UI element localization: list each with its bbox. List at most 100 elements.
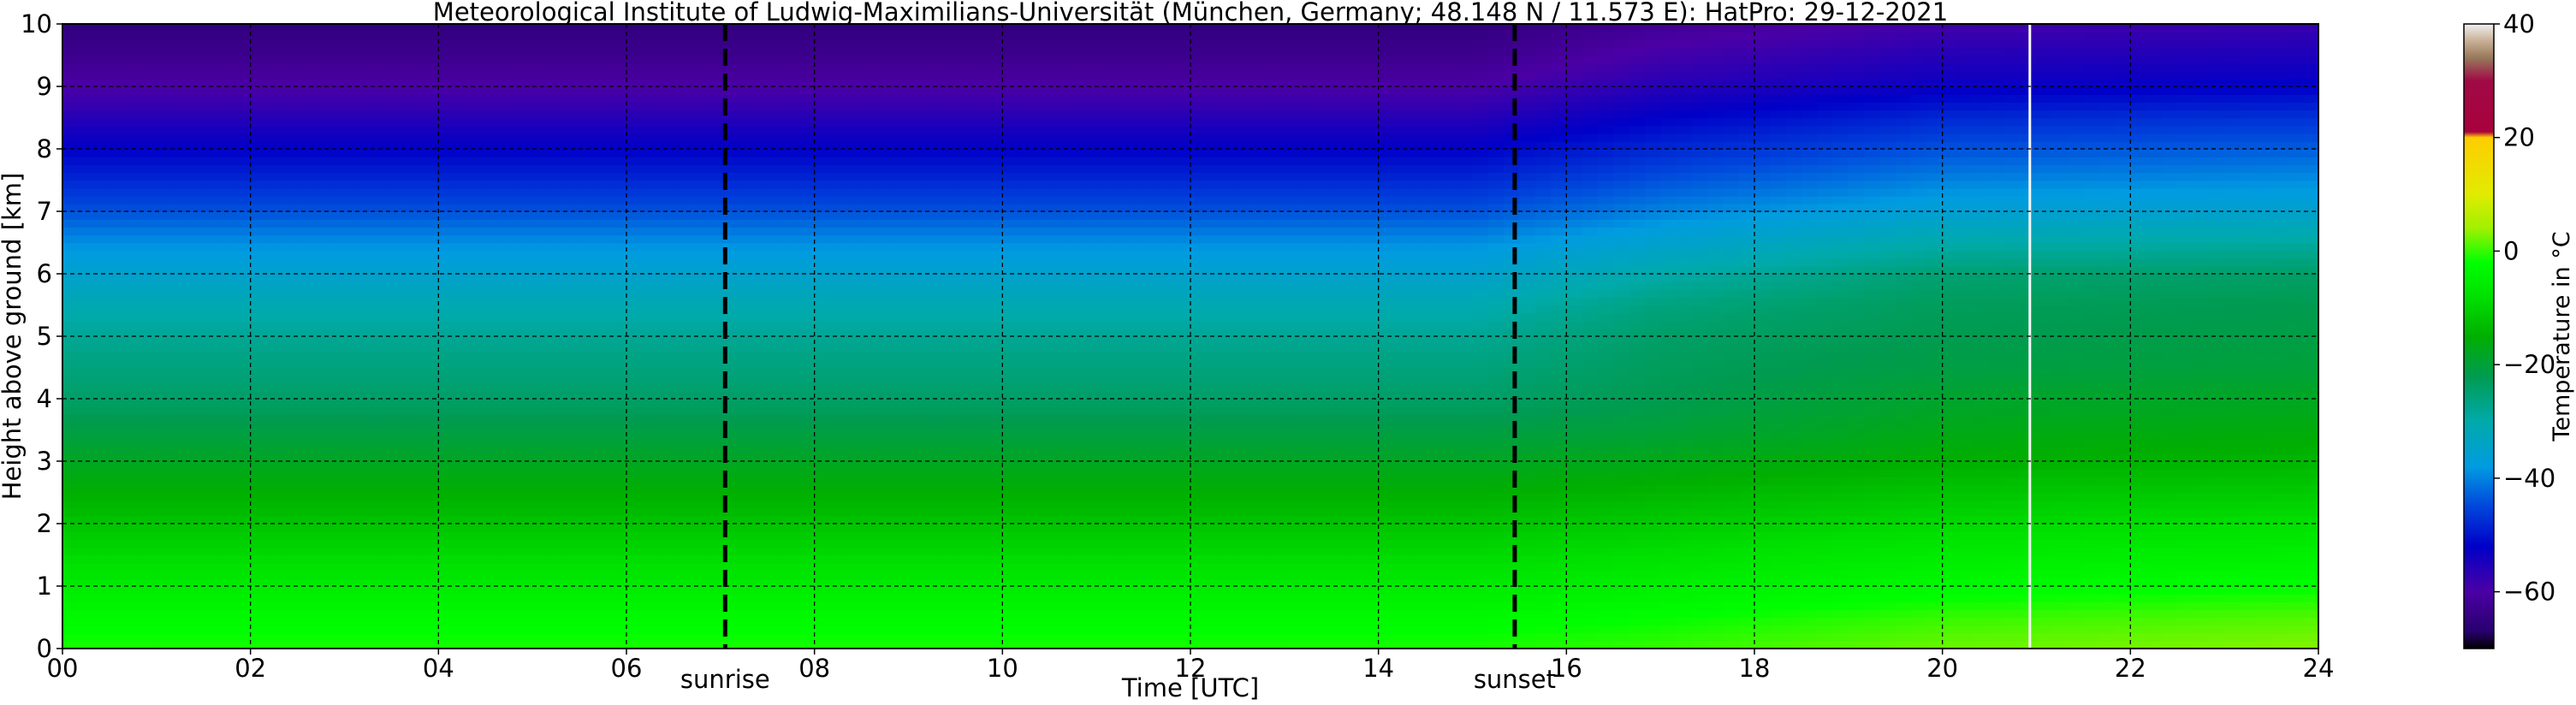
heatmap-cell: [234, 570, 252, 579]
heatmap-cell: [673, 601, 691, 611]
heatmap-cell: [987, 414, 1004, 424]
heatmap-cell: [438, 55, 455, 64]
heatmap-cell: [673, 157, 691, 166]
heatmap-cell: [140, 617, 157, 626]
heatmap-cell: [156, 484, 173, 494]
heatmap-cell: [297, 382, 314, 392]
heatmap-cell: [438, 320, 455, 329]
heatmap-cell: [626, 140, 644, 150]
heatmap-cell: [563, 578, 580, 587]
heatmap-cell: [78, 312, 95, 322]
heatmap-cell: [970, 469, 988, 478]
heatmap-cell: [1018, 539, 1035, 548]
heatmap-cell: [704, 578, 721, 587]
heatmap-cell: [469, 554, 487, 564]
heatmap-cell: [814, 117, 831, 127]
heatmap-cell: [234, 180, 252, 189]
heatmap-cell: [626, 312, 644, 322]
heatmap-cell: [109, 289, 127, 299]
heatmap-cell: [454, 242, 471, 252]
heatmap-cell: [829, 430, 847, 439]
heatmap-cell: [156, 227, 173, 236]
heatmap-cell: [846, 445, 863, 454]
heatmap-cell: [1002, 578, 1019, 587]
heatmap-cell: [1018, 242, 1035, 252]
heatmap-cell: [140, 47, 157, 56]
heatmap-cell: [642, 594, 659, 603]
heatmap-cell: [923, 32, 941, 41]
heatmap-cell: [250, 601, 267, 611]
heatmap-cell: [62, 352, 80, 361]
heatmap-cell: [829, 328, 847, 337]
heatmap-cell: [376, 250, 393, 259]
heatmap-cell: [893, 242, 910, 252]
heatmap-cell: [610, 125, 627, 134]
heatmap-cell: [62, 492, 80, 501]
heatmap-cell: [250, 367, 267, 376]
heatmap-cell: [783, 211, 800, 220]
heatmap-cell: [579, 399, 597, 407]
heatmap-cell: [595, 78, 612, 87]
heatmap-cell: [642, 117, 659, 127]
heatmap-cell: [62, 382, 80, 392]
heatmap-cell: [312, 24, 329, 33]
heatmap-cell: [814, 86, 831, 95]
heatmap-cell: [626, 477, 644, 486]
heatmap-cell: [516, 594, 533, 603]
heatmap-cell: [203, 274, 220, 282]
heatmap-cell: [720, 578, 737, 587]
heatmap-cell: [93, 32, 110, 41]
heatmap-cell: [689, 320, 706, 329]
heatmap-cell: [172, 62, 189, 72]
heatmap-cell: [970, 94, 988, 104]
heatmap-cell: [798, 289, 816, 299]
heatmap-cell: [940, 94, 957, 104]
heatmap-cell: [751, 578, 769, 587]
heatmap-cell: [720, 274, 737, 282]
heatmap-cell: [987, 94, 1004, 104]
heatmap-cell: [579, 547, 597, 556]
heatmap-cell: [376, 297, 393, 306]
heatmap-cell: [940, 140, 957, 150]
heatmap-cell: [423, 274, 440, 282]
heatmap-cell: [955, 258, 972, 267]
heatmap-cell: [798, 382, 816, 392]
heatmap-cell: [970, 578, 988, 587]
heatmap-cell: [329, 149, 346, 157]
heatmap-cell: [391, 172, 408, 181]
heatmap-cell: [172, 258, 189, 267]
heatmap-cell: [798, 32, 816, 41]
heatmap-cell: [282, 336, 299, 345]
heatmap-cell: [407, 352, 424, 361]
heatmap-cell: [846, 180, 863, 189]
heatmap-cell: [1018, 554, 1035, 564]
heatmap-cell: [140, 594, 157, 603]
heatmap-cell: [172, 437, 189, 447]
heatmap-cell: [657, 601, 674, 611]
heatmap-cell: [376, 265, 393, 275]
heatmap-cell: [469, 437, 487, 447]
heatmap-cell: [234, 94, 252, 104]
heatmap-cell: [846, 375, 863, 384]
heatmap-cell: [501, 312, 518, 322]
heatmap-cell: [579, 375, 597, 384]
heatmap-cell: [407, 234, 424, 244]
heatmap-cell: [344, 297, 361, 306]
heatmap-cell: [282, 274, 299, 282]
heatmap-cell: [704, 265, 721, 275]
heatmap-cell: [234, 484, 252, 494]
heatmap-cell: [501, 289, 518, 299]
heatmap-cell: [626, 157, 644, 166]
heatmap-cell: [203, 203, 220, 212]
heatmap-cell: [376, 70, 393, 80]
heatmap-cell: [767, 406, 784, 416]
heatmap-cell: [125, 617, 142, 626]
heatmap-cell: [423, 312, 440, 322]
heatmap-cell: [1018, 461, 1035, 470]
heatmap-cell: [876, 609, 893, 619]
heatmap-cell: [751, 62, 769, 72]
heatmap-cell: [265, 406, 283, 416]
heatmap-cell: [720, 570, 737, 579]
heatmap-cell: [469, 102, 487, 111]
heatmap-cell: [736, 203, 753, 212]
